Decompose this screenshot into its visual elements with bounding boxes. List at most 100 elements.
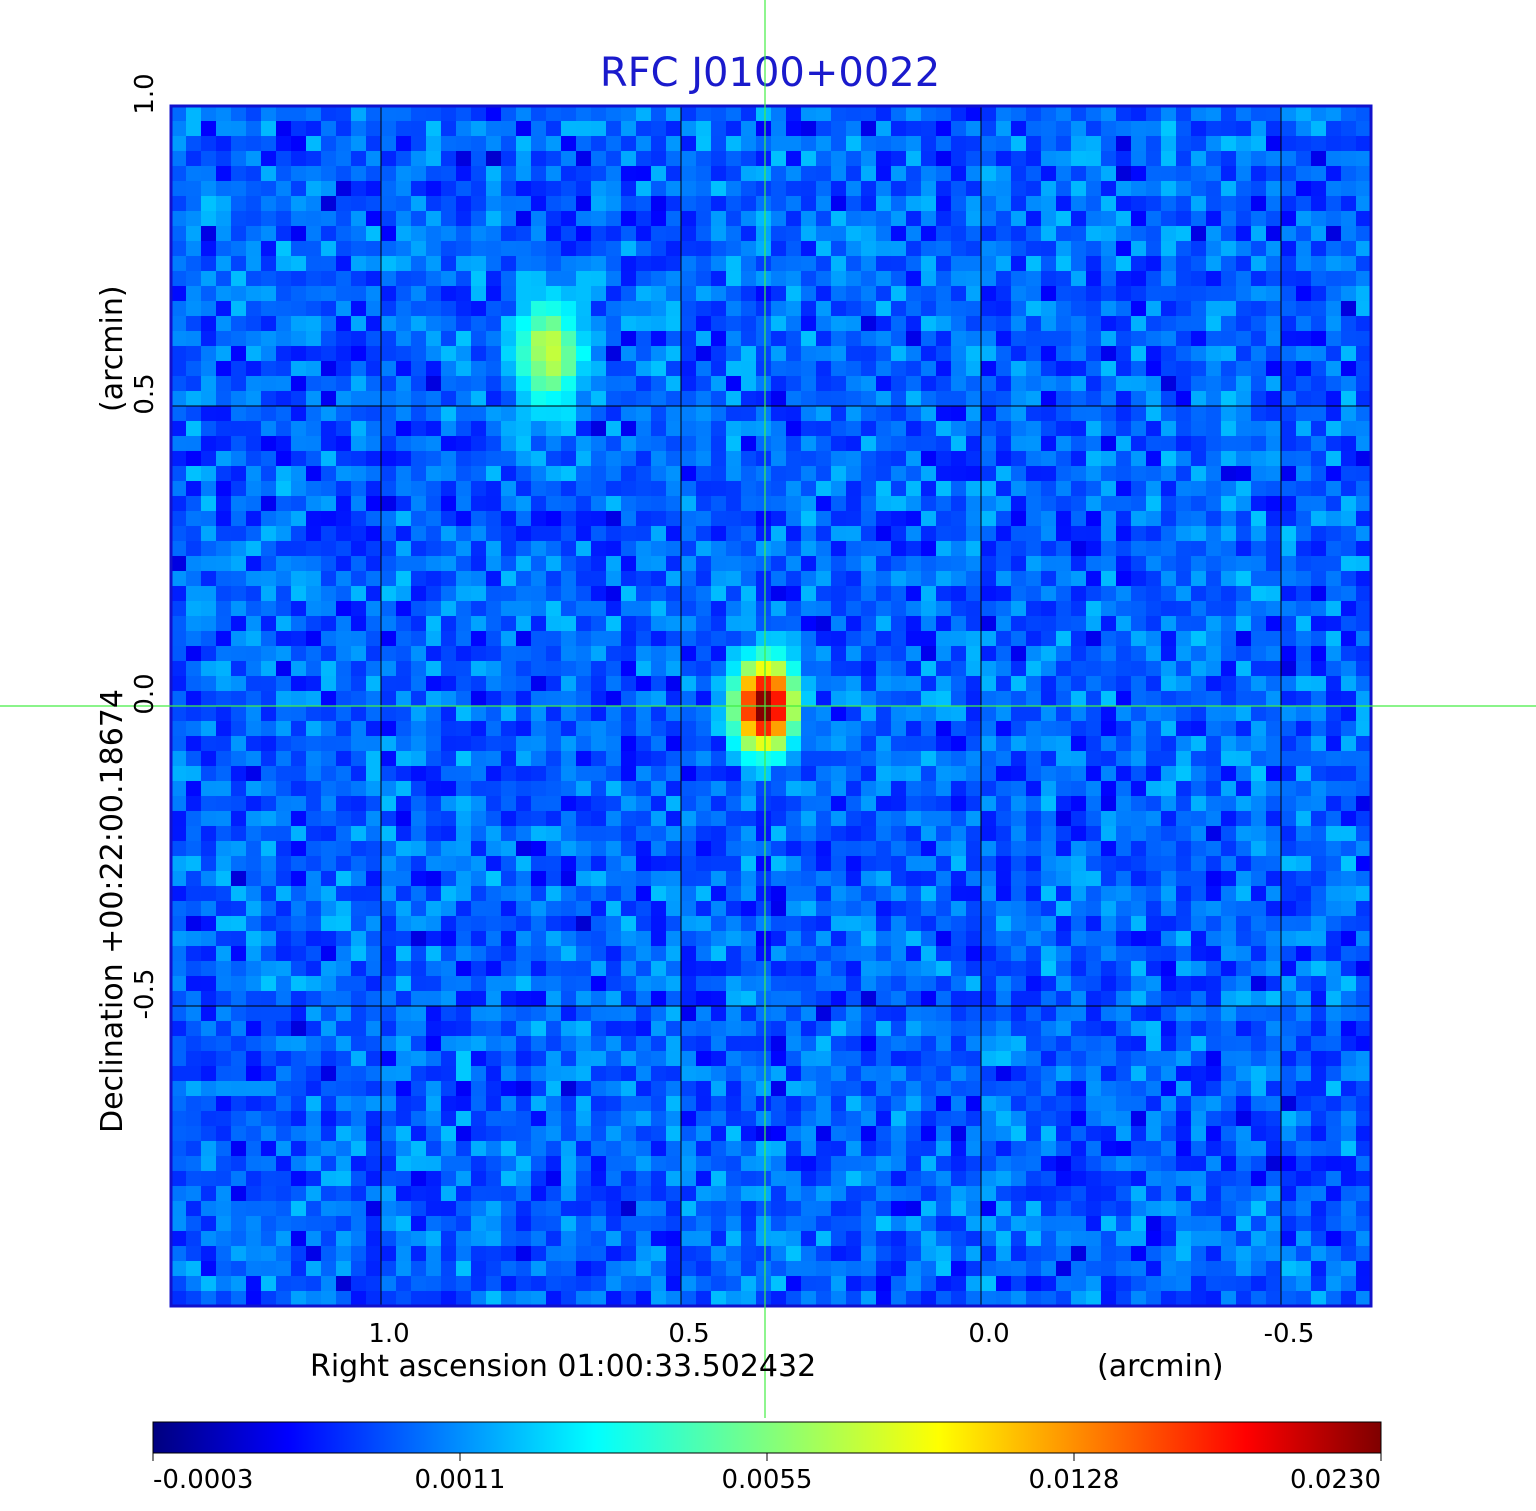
heatmap-cell	[1191, 571, 1207, 587]
heatmap-cell	[291, 631, 307, 647]
heatmap-cell	[606, 601, 622, 617]
heatmap-cell	[1161, 331, 1177, 347]
heatmap-cell	[1191, 481, 1207, 497]
heatmap-cell	[951, 736, 967, 752]
heatmap-cell	[1101, 331, 1117, 347]
heatmap-cell	[261, 241, 277, 257]
heatmap-cell	[396, 316, 412, 332]
heatmap-cell	[786, 346, 802, 362]
heatmap-cell	[396, 331, 412, 347]
heatmap-cell	[216, 946, 232, 962]
heatmap-cell	[1131, 721, 1147, 737]
heatmap-cell	[711, 931, 727, 947]
heatmap-cell	[696, 481, 712, 497]
heatmap-cell	[531, 901, 547, 917]
heatmap-cell	[381, 166, 397, 182]
heatmap-cell	[1011, 241, 1027, 257]
heatmap-cell	[1071, 571, 1087, 587]
heatmap-cell	[531, 166, 547, 182]
heatmap-cell	[336, 931, 352, 947]
heatmap-cell	[711, 646, 727, 662]
heatmap-cell	[621, 361, 637, 377]
heatmap-cell	[1041, 841, 1057, 857]
heatmap-cell	[846, 166, 862, 182]
heatmap-cell	[336, 301, 352, 317]
heatmap-cell	[471, 496, 487, 512]
heatmap-cell	[1221, 676, 1237, 692]
heatmap-cell	[531, 691, 547, 707]
heatmap-cell	[966, 346, 982, 362]
heatmap-cell	[351, 721, 367, 737]
heatmap-cell	[321, 256, 337, 272]
heatmap-cell	[651, 391, 667, 407]
heatmap-cell	[576, 1006, 592, 1022]
heatmap-cell	[816, 781, 832, 797]
heatmap-cell	[681, 406, 697, 422]
heatmap-cell	[1206, 826, 1222, 842]
heatmap-cell	[1281, 1021, 1297, 1037]
heatmap-cell	[846, 976, 862, 992]
heatmap-cell	[531, 961, 547, 977]
heatmap-cell	[651, 181, 667, 197]
heatmap-cell	[726, 481, 742, 497]
heatmap-cell	[1251, 376, 1267, 392]
heatmap-cell	[1311, 721, 1327, 737]
heatmap-cell	[186, 586, 202, 602]
heatmap-cell	[1191, 811, 1207, 827]
heatmap-cell	[201, 796, 217, 812]
heatmap-cell	[921, 841, 937, 857]
heatmap-cell	[171, 541, 187, 557]
heatmap-cell	[1086, 226, 1102, 242]
heatmap-cell	[171, 646, 187, 662]
heatmap-cell	[216, 331, 232, 347]
heatmap-cell	[186, 901, 202, 917]
heatmap-cell	[1026, 316, 1042, 332]
heatmap-cell	[1326, 691, 1342, 707]
heatmap-cell	[786, 196, 802, 212]
heatmap-cell	[306, 961, 322, 977]
heatmap-cell	[1251, 391, 1267, 407]
heatmap-cell	[936, 226, 952, 242]
heatmap-cell	[1011, 106, 1027, 122]
heatmap-cell	[396, 136, 412, 152]
heatmap-cell	[831, 781, 847, 797]
heatmap-cell	[336, 421, 352, 437]
heatmap-cell	[276, 481, 292, 497]
heatmap-cell	[516, 256, 532, 272]
heatmap-cell	[711, 241, 727, 257]
heatmap-cell	[396, 976, 412, 992]
heatmap-cell	[666, 271, 682, 287]
heatmap-cell	[351, 391, 367, 407]
heatmap-cell	[1131, 676, 1147, 692]
heatmap-cell	[1326, 181, 1342, 197]
heatmap-cell	[741, 166, 757, 182]
heatmap-cell	[951, 196, 967, 212]
heatmap-cell	[186, 136, 202, 152]
heatmap-cell	[1326, 616, 1342, 632]
heatmap-cell	[456, 466, 472, 482]
heatmap-cell	[816, 346, 832, 362]
heatmap-cell	[216, 406, 232, 422]
heatmap-cell	[651, 151, 667, 167]
heatmap-cell	[1176, 571, 1192, 587]
heatmap-cell	[291, 451, 307, 467]
heatmap-cell	[531, 721, 547, 737]
heatmap-cell	[681, 646, 697, 662]
heatmap-cell	[1041, 196, 1057, 212]
heatmap-cell	[831, 811, 847, 827]
heatmap-cell	[861, 496, 877, 512]
heatmap-cell	[741, 961, 757, 977]
heatmap-cell	[1011, 421, 1027, 437]
heatmap-cell	[441, 241, 457, 257]
heatmap-cell	[396, 181, 412, 197]
heatmap-cell	[1011, 691, 1027, 707]
heatmap-cell	[801, 346, 817, 362]
heatmap-cell	[1236, 721, 1252, 737]
heatmap-cell	[1356, 421, 1372, 437]
heatmap-cell	[216, 481, 232, 497]
heatmap-cell	[906, 451, 922, 467]
heatmap-cell	[1251, 106, 1267, 122]
heatmap-cell	[441, 691, 457, 707]
heatmap-cell	[936, 301, 952, 317]
heatmap-cell	[366, 376, 382, 392]
